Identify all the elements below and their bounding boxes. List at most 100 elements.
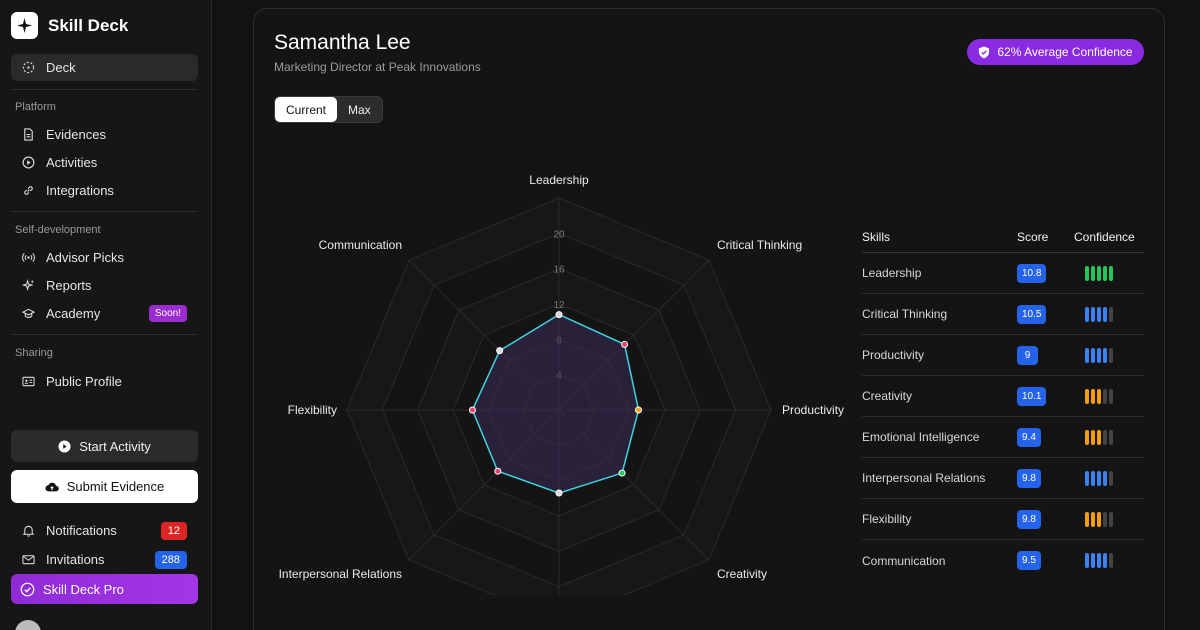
skill-name: Creativity <box>862 389 913 403</box>
axis-label: Creativity <box>717 567 767 581</box>
check-circle-icon <box>20 582 35 596</box>
confidence-bar <box>1091 306 1095 322</box>
avatar[interactable] <box>15 620 41 630</box>
sidebar-item-integrations[interactable]: Integrations <box>11 177 198 204</box>
skill-name: Critical Thinking <box>862 307 948 321</box>
confidence-bar <box>1091 470 1095 486</box>
skill-deck-pro-button[interactable]: Skill Deck Pro <box>11 574 198 604</box>
sidebar-item-activities[interactable]: Activities <box>11 149 198 176</box>
confidence-bar <box>1091 553 1095 568</box>
table-body: Leadership 10.8 Critical Thinking 10.5 Produ… <box>862 253 1144 581</box>
radar-chart: 48121620LeadershipCritical ThinkingProdu… <box>279 173 844 595</box>
sidebar-item-deck[interactable]: Deck <box>11 54 198 81</box>
confidence-bar <box>1103 511 1107 527</box>
id-card-icon <box>22 376 35 387</box>
sidebar-item-advisor-picks[interactable]: Advisor Picks <box>11 244 198 271</box>
sidebar-item-label: Activities <box>46 155 98 170</box>
sparkles-icon <box>22 279 35 292</box>
sidebar-item-invitations[interactable]: Invitations 288 <box>11 546 198 573</box>
confidence-bar <box>1091 347 1095 363</box>
table-row[interactable]: Critical Thinking 10.5 <box>862 294 1144 335</box>
confidence-bar <box>1103 347 1107 363</box>
score-badge: 10.5 <box>1017 304 1047 324</box>
data-point <box>635 406 642 414</box>
confidence-cell <box>1073 429 1144 445</box>
confidence-bar <box>1097 306 1101 322</box>
sidebar-item-label: Invitations <box>46 552 105 567</box>
toggle-current[interactable]: Current <box>275 97 338 122</box>
sidebar-item-academy[interactable]: Academy Soon! <box>11 300 198 327</box>
brand[interactable]: Skill Deck <box>11 12 128 39</box>
soon-badge: Soon! <box>148 305 187 322</box>
confidence-bar <box>1109 306 1113 322</box>
sidebar-item-notifications[interactable]: Notifications 12 <box>11 517 198 544</box>
sidebar-item-label: Reports <box>46 278 92 293</box>
score-badge: 9.4 <box>1017 427 1041 447</box>
table-row[interactable]: Creativity 10.1 <box>862 376 1144 417</box>
envelope-icon <box>22 555 35 565</box>
skills-table: Skills Score Confidence Leadership 10.8 Cr… <box>862 222 1144 581</box>
table-row[interactable]: Flexibility 9.8 <box>862 499 1144 540</box>
confidence-bar <box>1085 470 1089 486</box>
confidence-bars <box>1074 429 1144 445</box>
confidence-cell <box>1073 306 1144 322</box>
pro-label: Skill Deck Pro <box>43 581 124 597</box>
axis-label: Flexibility <box>288 403 337 417</box>
axis-label: Interpersonal Relations <box>279 567 402 581</box>
table-row[interactable]: Leadership 10.8 <box>862 253 1144 294</box>
divider <box>11 89 198 90</box>
sidebar-item-label: Deck <box>46 60 76 75</box>
sidebar-item-evidences[interactable]: Evidences <box>11 121 198 148</box>
play-circle-icon <box>22 156 35 169</box>
axis-label: Productivity <box>782 403 844 417</box>
bell-icon <box>22 525 35 537</box>
score-cell: 9.4 <box>1017 427 1073 447</box>
start-activity-button[interactable]: Start Activity <box>11 430 198 462</box>
score-cell: 9.5 <box>1017 551 1073 570</box>
score-badge: 10.8 <box>1017 263 1047 283</box>
confidence-bar <box>1109 388 1113 404</box>
data-point <box>496 347 504 355</box>
sidebar-item-label: Public Profile <box>46 374 122 389</box>
confidence-bar <box>1109 347 1113 363</box>
confidence-bar <box>1085 306 1089 322</box>
toggle-max[interactable]: Max <box>348 102 371 117</box>
divider <box>11 211 198 212</box>
score-badge: 9 <box>1017 345 1038 365</box>
average-confidence-label: 62% Average Confidence <box>997 45 1133 59</box>
score-badge: 9.8 <box>1017 468 1041 488</box>
axis-label: Leadership <box>529 173 589 187</box>
confidence-bar <box>1097 429 1101 445</box>
sidebar-item-label: Advisor Picks <box>46 250 125 265</box>
view-toggle: Current Max <box>274 96 383 123</box>
broadcast-icon <box>22 252 35 263</box>
confidence-bar <box>1097 511 1101 527</box>
sidebar-item-public-profile[interactable]: Public Profile <box>11 368 198 395</box>
confidence-bar <box>1109 265 1113 281</box>
confidence-cell <box>1073 553 1144 568</box>
sidebar-item-reports[interactable]: Reports <box>11 272 198 299</box>
table-row[interactable]: Communication 9.5 <box>862 540 1144 581</box>
tick-label: 12 <box>553 300 565 311</box>
confidence-cell <box>1073 388 1144 404</box>
table-row[interactable]: Productivity 9 <box>862 335 1144 376</box>
submit-evidence-button[interactable]: Submit Evidence <box>11 470 198 503</box>
skill-name: Productivity <box>862 348 925 362</box>
submit-evidence-label: Submit Evidence <box>66 479 165 494</box>
table-row[interactable]: Emotional Intelligence 9.4 <box>862 417 1144 458</box>
notifications-count-badge: 12 <box>160 522 187 540</box>
section-label-platform: Platform <box>15 101 56 113</box>
graduation-cap-icon <box>22 308 35 318</box>
header-confidence: Confidence <box>1074 230 1135 244</box>
table-row[interactable]: Interpersonal Relations 9.8 <box>862 458 1144 499</box>
score-badge: 9.8 <box>1017 509 1041 529</box>
cloud-upload-icon <box>45 482 59 491</box>
header-score: Score <box>1017 230 1049 244</box>
shield-check-icon <box>979 45 990 59</box>
sidebar-item-label: Notifications <box>46 523 117 538</box>
data-point <box>494 467 502 475</box>
confidence-bar <box>1085 553 1089 568</box>
confidence-bar <box>1085 265 1089 281</box>
score-badge: 10.1 <box>1017 386 1047 406</box>
score-cell: 9.8 <box>1017 468 1073 488</box>
